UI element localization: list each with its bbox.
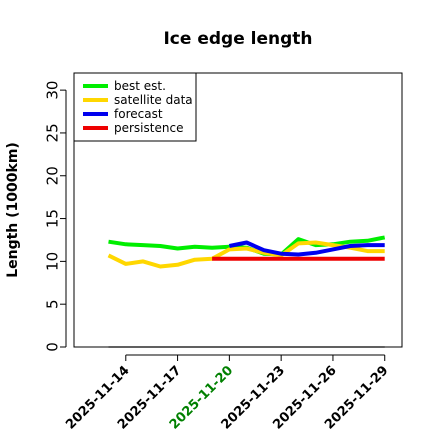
y-tick-label: 10 [43,252,61,271]
legend: best est.satellite dataforecastpersisten… [73,72,197,142]
y-tick-label: 5 [43,299,61,309]
series-line-forecast [229,240,385,257]
legend-label: best est. [114,79,166,93]
plot-area [107,235,386,348]
legend-label: satellite data [114,93,193,107]
y-tick-label: 25 [43,123,61,142]
y-axis-label: Length (1000km) [5,142,21,278]
y-tick-label: 20 [43,166,61,185]
series-line-satellite-data [107,240,385,269]
y-tick-label: 0 [43,342,61,352]
plot-frame [73,72,403,348]
y-tick-label: 15 [43,209,61,228]
y-tick-label: 30 [43,81,61,100]
chart-title: Ice edge length [163,29,312,49]
legend-label: persistence [114,121,183,135]
legend-label: forecast [114,107,163,121]
